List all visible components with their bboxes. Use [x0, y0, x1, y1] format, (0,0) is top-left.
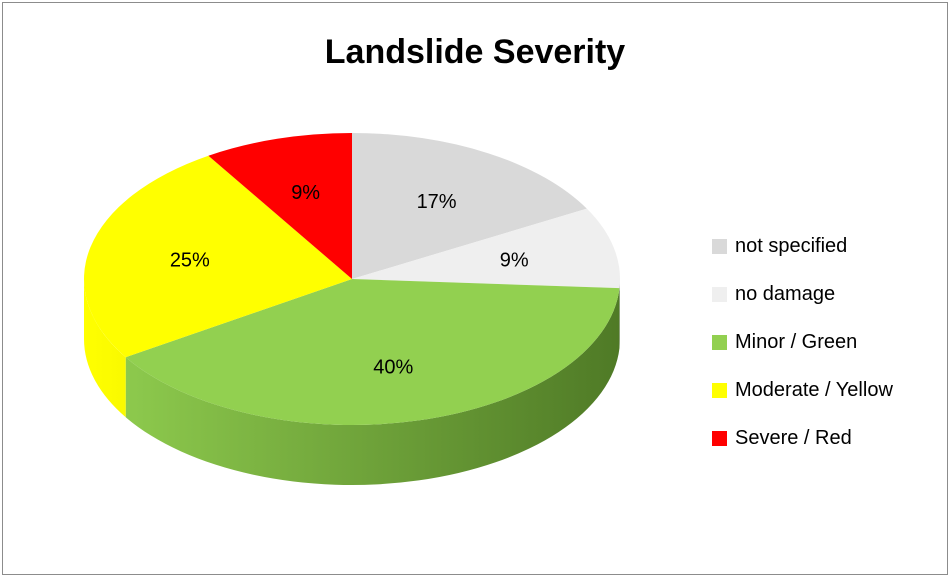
data-label-minor-green: 40%	[373, 357, 413, 379]
pie-side-moderate-yellow	[84, 279, 126, 418]
legend-item-no-damage: no damage	[712, 270, 893, 318]
chart-title: Landslide Severity	[324, 33, 626, 71]
legend-label-no-damage: no damage	[735, 282, 836, 305]
legend-swatch-moderate-yellow	[712, 382, 727, 398]
legend-swatch-no-damage	[712, 286, 727, 302]
legend-label-not-specified: not specified	[735, 234, 848, 257]
legend-swatch-not-specified	[712, 238, 727, 254]
pie-side-no-damage	[619, 279, 620, 349]
legend-item-not-specified: not specified	[712, 222, 893, 270]
data-label-severe-red: 9%	[291, 182, 320, 204]
legend-item-severe-red: Severe / Red	[712, 414, 893, 462]
pie-slice-severe-red	[208, 133, 352, 279]
legend-label-minor-green: Minor / Green	[735, 330, 858, 353]
pie-slice-not-specified	[352, 133, 587, 279]
legend-item-minor-green: Minor / Green	[712, 318, 893, 366]
pie-slice-no-damage	[352, 208, 620, 289]
legend-item-moderate-yellow: Moderate / Yellow	[712, 366, 893, 414]
legend-swatch-severe-red	[712, 430, 727, 446]
data-label-moderate-yellow: 25%	[170, 249, 210, 271]
legend-label-moderate-yellow: Moderate / Yellow	[735, 378, 893, 401]
chart-legend: not specified no damage Minor / Green Moder…	[712, 222, 893, 462]
legend-swatch-minor-green	[712, 334, 727, 350]
data-label-not-specified: 17%	[417, 191, 457, 213]
data-label-no-damage: 9%	[500, 249, 529, 271]
pie-slice-minor-green	[125, 279, 620, 426]
legend-label-severe-red: Severe / Red	[735, 426, 852, 449]
pie-side-minor-green	[125, 288, 620, 485]
pie-slice-moderate-yellow	[84, 155, 352, 358]
